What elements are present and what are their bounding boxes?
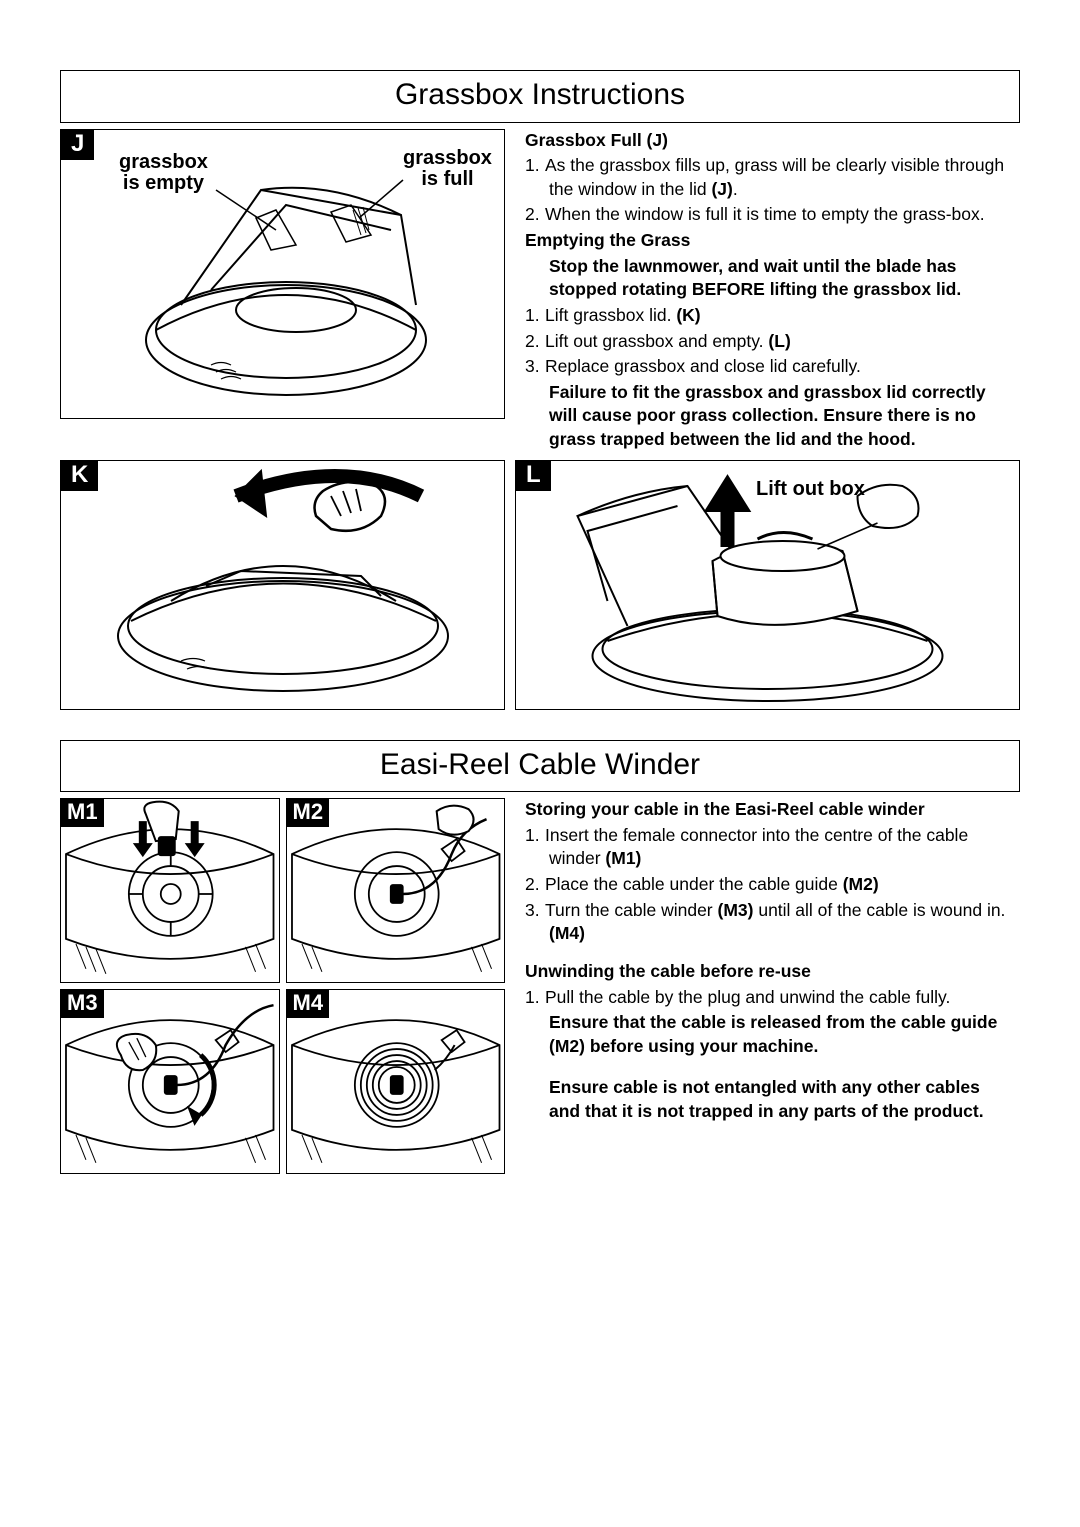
- figure-m3: M3: [60, 989, 280, 1174]
- figure-m2: M2: [286, 798, 506, 983]
- figure-m2-label: M2: [287, 799, 330, 827]
- li-j2: 2.When the window is full it is time to …: [525, 203, 1014, 227]
- warn-fit-grassbox: Failure to fit the grassbox and grassbox…: [525, 381, 1014, 452]
- li-m2: 2.Place the cable under the cable guide …: [525, 873, 1014, 897]
- section-title-grassbox: Grassbox Instructions: [60, 70, 1020, 123]
- figure-l-label: L: [516, 461, 551, 491]
- row-m: M1: [60, 798, 1020, 1174]
- li-m3: 3.Turn the cable winder (M3) until all o…: [525, 899, 1014, 946]
- heading-grassbox-full: Grassbox Full (J): [525, 129, 1014, 153]
- li-m4-ref: (M4): [549, 923, 585, 943]
- caption-liftout: Lift out box: [756, 479, 865, 500]
- figure-m1: M1: [60, 798, 280, 983]
- li-j1: 1.As the grassbox fills up, grass will b…: [525, 154, 1014, 201]
- list-storing: 1.Insert the female connector into the c…: [525, 824, 1014, 946]
- figure-k-label: K: [61, 461, 98, 491]
- li-j1-ref: (J): [711, 179, 732, 199]
- heading-storing: Storing your cable in the Easi-Reel cabl…: [525, 798, 1014, 822]
- list-unwinding: 1.Pull the cable by the plug and unwind …: [525, 986, 1014, 1010]
- warn-entangled: Ensure cable is not entangled with any o…: [525, 1076, 1014, 1123]
- figures-m: M1: [60, 798, 505, 1174]
- list-grassbox-full: 1.As the grassbox fills up, grass will b…: [525, 154, 1014, 227]
- li-j1-text: As the grassbox fills up, grass will be …: [545, 155, 1004, 199]
- figure-l: L Lift out box: [515, 460, 1020, 710]
- li-j2-text: When the window is full it is time to em…: [545, 204, 985, 224]
- li-l-text: Lift out grassbox and empty.: [545, 331, 768, 351]
- li-l-ref: (L): [768, 331, 790, 351]
- caption-empty: grassbox is empty: [119, 152, 208, 194]
- heading-emptying: Emptying the Grass: [525, 229, 1014, 253]
- figure-j: J grassbox is empty grassbox is full: [60, 129, 505, 419]
- section-title-easireel: Easi-Reel Cable Winder: [60, 740, 1020, 793]
- warn-release-cable: Ensure that the cable is released from t…: [525, 1011, 1014, 1058]
- li-k-text: Lift grassbox lid.: [545, 305, 676, 325]
- text-easireel: Storing your cable in the Easi-Reel cabl…: [515, 798, 1020, 1174]
- figure-j-label: J: [61, 130, 94, 160]
- li-m1: 1.Insert the female connector into the c…: [525, 824, 1014, 871]
- li-j1-dot: .: [733, 179, 738, 199]
- figure-m4-label: M4: [287, 990, 330, 1018]
- caption-full: grassbox is full: [403, 148, 492, 190]
- li-m3-text: Turn the cable winder: [545, 900, 718, 920]
- row-j: J grassbox is empty grassbox is full: [60, 129, 1020, 454]
- li-l: 2.Lift out grassbox and empty. (L): [525, 330, 1014, 354]
- figure-k-svg: [61, 461, 506, 711]
- li-unwind-text: Pull the cable by the plug and unwind th…: [545, 987, 950, 1007]
- figure-k: K: [60, 460, 505, 710]
- li-k-ref: (K): [676, 305, 700, 325]
- li-m1-ref: (M1): [605, 848, 641, 868]
- li-replace: 3.Replace grassbox and close lid careful…: [525, 355, 1014, 379]
- figure-m3-label: M3: [61, 990, 104, 1018]
- li-m3-ref: (M3): [718, 900, 754, 920]
- li-k: 1.Lift grassbox lid. (K): [525, 304, 1014, 328]
- row-kl: K: [60, 460, 1020, 710]
- li-m2-text: Place the cable under the cable guide: [545, 874, 843, 894]
- li-m3-text2: until all of the cable is wound in.: [753, 900, 1005, 920]
- li-unwind: 1.Pull the cable by the plug and unwind …: [525, 986, 1014, 1010]
- figure-m4: M4: [286, 989, 506, 1174]
- list-emptying: 1.Lift grassbox lid. (K) 2.Lift out gras…: [525, 304, 1014, 379]
- warn-stop-mower: Stop the lawnmower, and wait until the b…: [525, 255, 1014, 302]
- heading-unwinding: Unwinding the cable before re-use: [525, 960, 1014, 984]
- figure-m1-label: M1: [61, 799, 104, 827]
- text-grassbox: Grassbox Full (J) 1.As the grassbox fill…: [515, 129, 1020, 454]
- li-replace-text: Replace grassbox and close lid carefully…: [545, 356, 861, 376]
- li-m2-ref: (M2): [843, 874, 879, 894]
